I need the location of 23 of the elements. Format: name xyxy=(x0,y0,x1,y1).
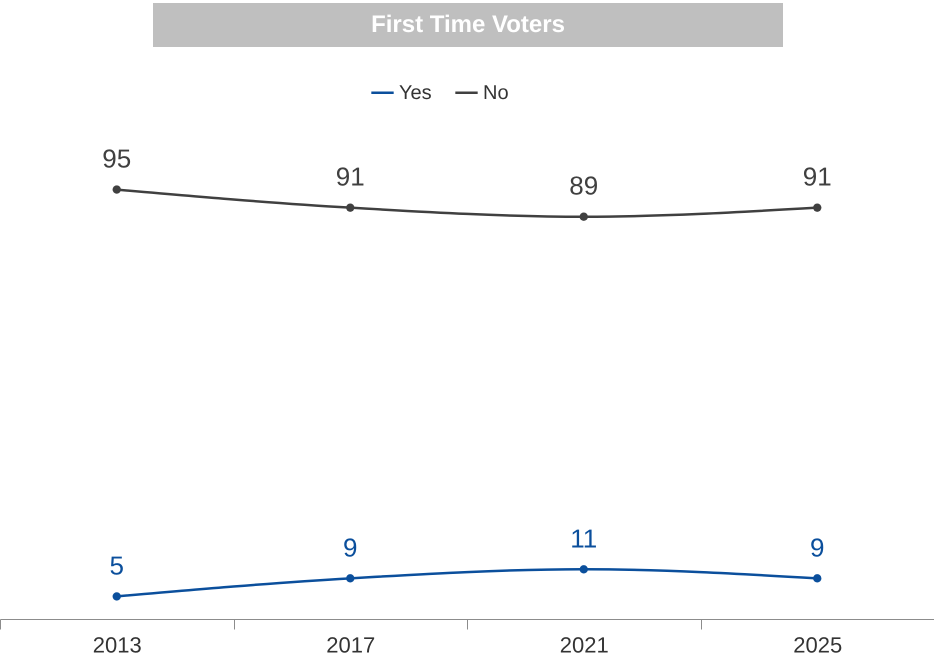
x-tick-label: 2021 xyxy=(560,632,609,658)
data-label: 89 xyxy=(569,170,598,201)
x-tick-label: 2017 xyxy=(326,632,376,658)
chart-title: First Time Voters xyxy=(371,11,565,38)
point xyxy=(346,574,354,582)
data-label: 11 xyxy=(570,523,598,554)
point xyxy=(580,565,588,574)
x-tick-label: 2025 xyxy=(793,632,842,658)
data-label: 9 xyxy=(343,532,358,562)
data-label: 5 xyxy=(110,550,124,580)
legend-label: Yes xyxy=(399,82,432,104)
point xyxy=(580,212,588,221)
data-label: 91 xyxy=(802,162,832,192)
legend-label: No xyxy=(483,82,509,104)
point xyxy=(813,204,822,212)
data-label: 95 xyxy=(102,144,132,174)
point xyxy=(813,574,822,582)
x-tick-label: 2013 xyxy=(92,632,142,658)
point xyxy=(346,204,354,212)
data-label: 9 xyxy=(810,532,824,562)
data-label: 91 xyxy=(336,162,365,192)
point xyxy=(112,592,121,601)
point xyxy=(112,185,121,194)
